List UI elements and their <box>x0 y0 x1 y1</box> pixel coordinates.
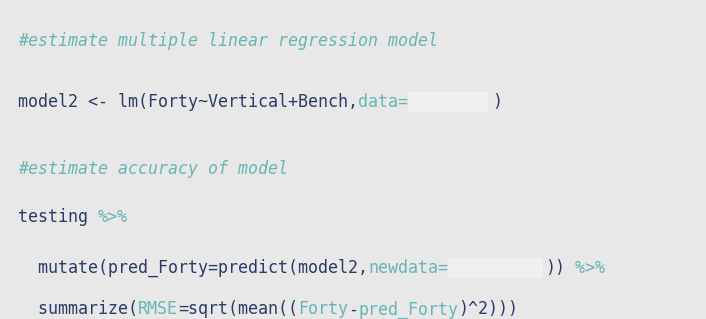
Bar <box>448 258 543 278</box>
Text: model2 <- lm(Forty~Vertical+Bench,: model2 <- lm(Forty~Vertical+Bench, <box>18 93 358 111</box>
Text: data=: data= <box>358 93 408 111</box>
Text: mutate(pred_Forty=predict(model2,: mutate(pred_Forty=predict(model2, <box>18 259 368 277</box>
Text: #estimate accuracy of model: #estimate accuracy of model <box>18 160 288 178</box>
Text: #estimate multiple linear regression model: #estimate multiple linear regression mod… <box>18 33 438 50</box>
Text: )): )) <box>545 259 565 277</box>
Bar <box>408 92 488 112</box>
Text: RMSE: RMSE <box>138 300 178 318</box>
Text: %>%: %>% <box>565 259 605 277</box>
Text: ): ) <box>492 93 502 111</box>
Text: =sqrt(mean((: =sqrt(mean(( <box>178 300 298 318</box>
Text: %>%: %>% <box>98 208 128 226</box>
Text: -: - <box>348 300 358 318</box>
Text: summarize(: summarize( <box>18 300 138 318</box>
Text: pred_Forty: pred_Forty <box>358 300 458 319</box>
Text: newdata=: newdata= <box>368 259 448 277</box>
Text: Forty: Forty <box>298 300 348 318</box>
Text: testing: testing <box>18 208 98 226</box>
Text: )^2))): )^2))) <box>458 300 518 318</box>
